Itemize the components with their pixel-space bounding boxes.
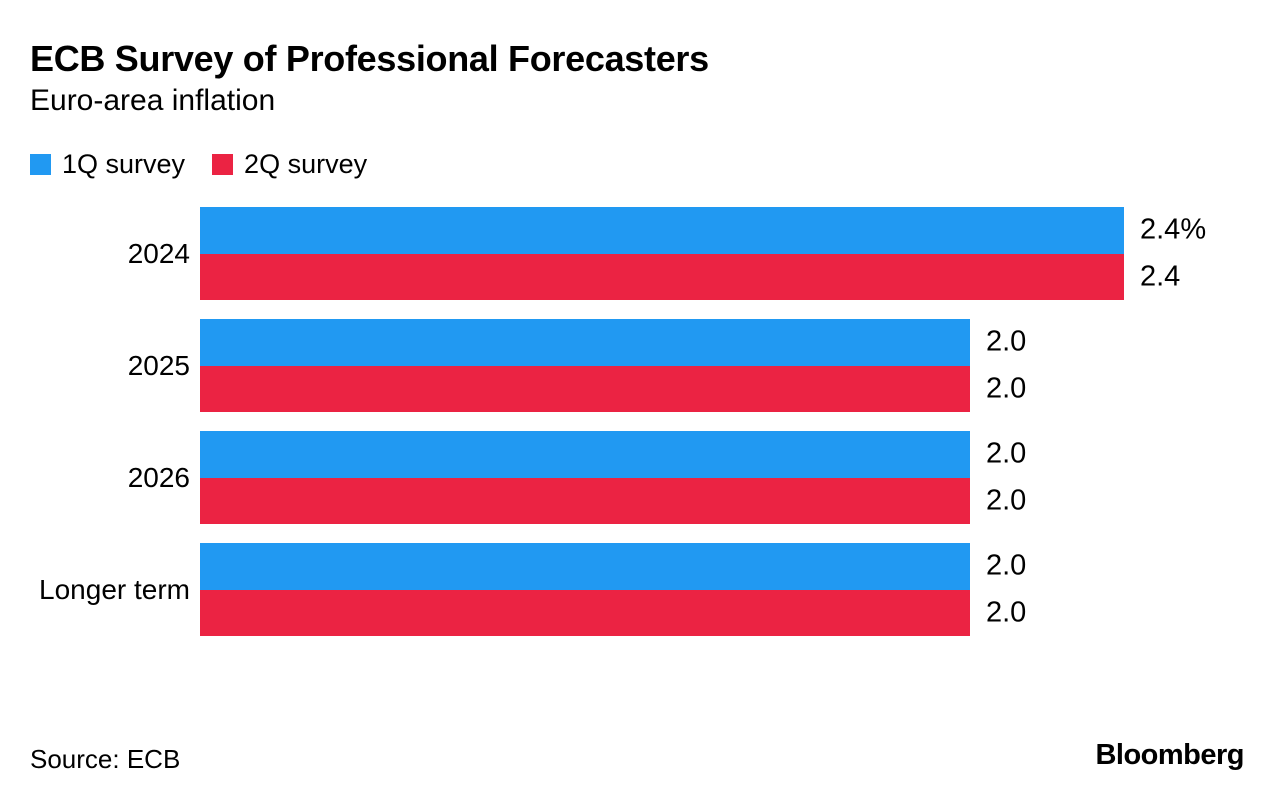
value-label: 2.0 <box>986 596 1027 629</box>
value-label: 2.0 <box>986 372 1027 405</box>
category-label: 2026 <box>127 461 190 493</box>
legend-item-1q-survey: 1Q survey <box>30 151 185 178</box>
value-label: 2.4 <box>1140 260 1181 293</box>
bar-1q-survey <box>200 319 970 366</box>
bar-1q-survey <box>200 543 970 590</box>
value-label: 2.0 <box>986 325 1027 358</box>
legend-swatch-2q-icon <box>212 154 234 175</box>
bloomberg-logo: Bloomberg <box>1095 739 1244 771</box>
value-label: 2.0 <box>986 437 1027 470</box>
source-note: Source: ECB <box>30 744 181 774</box>
category-label: Longer term <box>39 573 190 605</box>
chart-subtitle: Euro-area inflation <box>30 84 276 117</box>
bar-2q-survey <box>200 589 970 636</box>
value-label: 2.0 <box>986 549 1027 582</box>
legend-label-1q: 1Q survey <box>62 149 186 179</box>
category-label: 2025 <box>127 349 190 381</box>
bar-2q-survey <box>200 477 970 524</box>
chart-area: 2024 2.4% 2.4 2025 2.0 2.0 2026 2.0 2.0 Longer te… <box>0 207 1280 657</box>
legend-swatch-1q-icon <box>30 154 51 175</box>
bar-2q-survey <box>200 365 970 412</box>
chart-title: ECB Survey of Professional Forecasters <box>30 38 709 79</box>
legend-item-2q-survey: 2Q survey <box>212 151 367 178</box>
bar-2q-survey <box>200 253 1124 300</box>
value-label: 2.4% <box>1140 213 1207 246</box>
bar-1q-survey <box>200 207 1124 254</box>
value-label: 2.0 <box>986 484 1027 517</box>
legend: 1Q survey 2Q survey <box>30 151 367 178</box>
category-label: 2024 <box>127 237 190 269</box>
bar-1q-survey <box>200 431 970 478</box>
legend-label-2q: 2Q survey <box>244 149 368 179</box>
